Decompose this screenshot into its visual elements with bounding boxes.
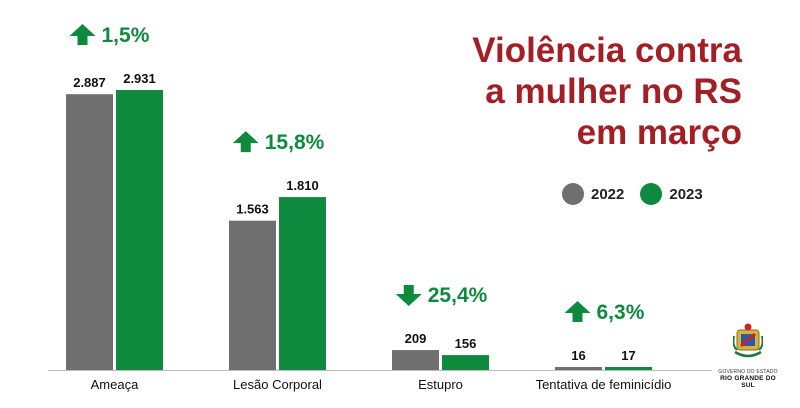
bar-2022-3 bbox=[555, 367, 602, 370]
title-line-2: a mulher no RS bbox=[485, 72, 742, 111]
bar-2023-0 bbox=[116, 90, 163, 370]
bar-2022-0 bbox=[66, 94, 113, 371]
data-label-2023-2: 156 bbox=[455, 336, 477, 351]
legend-swatch-2023 bbox=[640, 183, 663, 205]
title-line-1: Violência contra bbox=[472, 31, 742, 70]
category-label-0: Ameaça bbox=[91, 377, 139, 392]
legend-label-2022: 2022 bbox=[591, 185, 625, 203]
data-label-2022-3: 16 bbox=[571, 348, 585, 363]
category-label-2: Estupro bbox=[418, 377, 463, 392]
bar-2022-2 bbox=[392, 350, 439, 370]
arrow-up-icon-0 bbox=[69, 24, 96, 45]
category-label-3: Tentativa de feminicídio bbox=[536, 377, 672, 392]
change-label-2: 25,4% bbox=[428, 284, 488, 307]
bar-2023-1 bbox=[279, 197, 326, 370]
coat-of-arms-icon bbox=[732, 323, 764, 358]
legend-item-2023: 2023 bbox=[640, 183, 703, 205]
legend-label-2023: 2023 bbox=[669, 185, 703, 203]
logo-line-1: GOVERNO DO ESTADO bbox=[718, 369, 778, 375]
title-line-3: em março bbox=[576, 113, 742, 152]
data-label-2023-0: 2.931 bbox=[123, 71, 156, 86]
chart-title: Violência contra a mulher no RS em março bbox=[412, 30, 742, 153]
data-label-2022-1: 1.563 bbox=[236, 202, 269, 217]
arrow-up-icon-3 bbox=[564, 301, 591, 322]
data-label-2023-1: 1.810 bbox=[286, 178, 319, 193]
bar-2023-2 bbox=[442, 355, 489, 370]
legend-item-2022: 2022 bbox=[562, 183, 624, 205]
logo-line-2: RIO GRANDE DO SUL bbox=[720, 375, 776, 389]
category-label-1: Lesão Corporal bbox=[233, 377, 322, 392]
bar-2022-1 bbox=[229, 220, 276, 370]
legend: 2022 2023 bbox=[562, 183, 719, 205]
arrow-up-icon-1 bbox=[232, 131, 259, 153]
bar-2023-3 bbox=[605, 367, 652, 370]
data-label-2022-0: 2.887 bbox=[73, 75, 106, 90]
data-label-2022-2: 209 bbox=[405, 331, 427, 346]
data-label-2023-3: 17 bbox=[621, 348, 635, 363]
government-logo: GOVERNO DO ESTADO RIO GRANDE DO SUL bbox=[716, 322, 780, 394]
change-label-0: 1,5% bbox=[102, 24, 150, 47]
change-label-1: 15,8% bbox=[265, 131, 325, 154]
legend-swatch-2022 bbox=[562, 183, 584, 205]
arrow-down-icon-2 bbox=[395, 285, 422, 307]
change-label-3: 6,3% bbox=[597, 301, 645, 324]
